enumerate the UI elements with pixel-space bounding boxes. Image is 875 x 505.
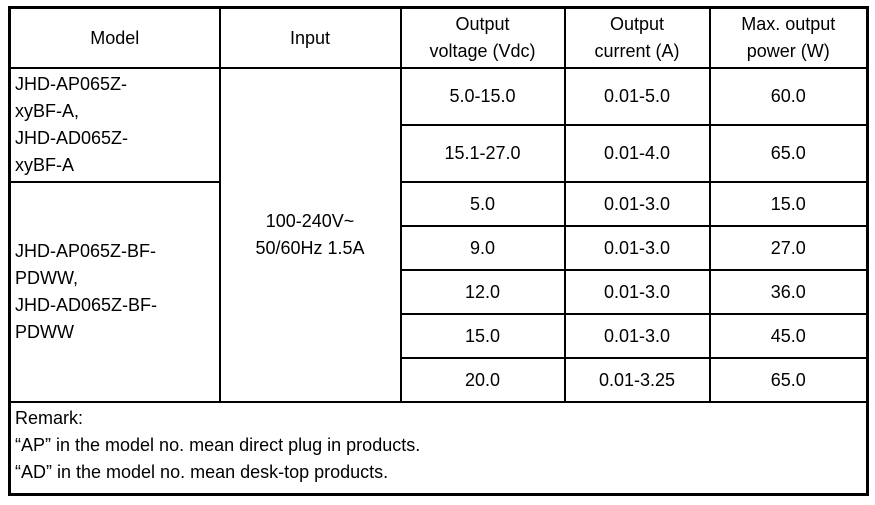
output-voltage-cell: 15.0 [399,313,566,359]
table-row: JHD-AP065Z-BF- PDWW, JHD-AD065Z-BF- PDWW… [8,181,869,403]
max-output-power-cell: 45.0 [708,313,869,359]
output-current-cell: 0.01-3.0 [563,181,711,227]
max-output-power-cell: 36.0 [708,269,869,315]
output-voltage-cell: 20.0 [399,357,566,403]
model-group-1: JHD-AP065Z- xyBF-A, JHD-AD065Z- xyBF-A [8,67,221,183]
max-output-power-cell: 65.0 [708,124,869,183]
remark-line-ad: “AD” in the model no. mean desk-top prod… [15,462,389,482]
output-current-cell: 0.01-3.0 [563,269,711,315]
output-voltage-cell: 15.1-27.0 [399,124,566,183]
remark-title: Remark: [15,408,84,428]
column-header-input: Input [218,6,402,69]
output-current-cell: 0.01-3.25 [563,357,711,403]
max-output-power-cell: 15.0 [708,181,869,227]
column-header-output-current: Output current (A) [563,6,711,69]
output-current-cell: 0.01-3.0 [563,313,711,359]
table-row: 9.0 0.01-3.0 27.0 [10,225,869,271]
max-output-power-cell: 60.0 [708,67,869,126]
max-output-power-cell: 27.0 [708,225,869,271]
output-voltage-cell: 12.0 [399,269,566,315]
output-voltage-cell: 5.0-15.0 [399,67,566,126]
model-group-2: JHD-AP065Z-BF- PDWW, JHD-AD065Z-BF- PDWW [8,181,221,403]
output-voltage-cell: 9.0 [399,225,566,271]
remark-row: Remark: “AP” in the model no. mean direc… [8,401,869,495]
table-row: JHD-AP065Z- xyBF-A, JHD-AD065Z- xyBF-A 1… [8,67,869,403]
table-row: 20.0 0.01-3.25 65.0 [10,357,869,403]
table-row: 15.1-27.0 0.01-4.0 65.0 [10,124,869,183]
output-current-cell: 0.01-4.0 [563,124,711,183]
column-header-output-voltage: Output voltage (Vdc) [399,6,566,69]
column-header-max-output-power: Max. output power (W) [708,6,869,69]
remark-line-ap: “AP” in the model no. mean direct plug i… [15,435,421,455]
table-row: 15.0 0.01-3.0 45.0 [10,313,869,359]
max-output-power-cell: 65.0 [708,357,869,403]
table-row: 12.0 0.01-3.0 36.0 [10,269,869,315]
column-header-model: Model [8,6,221,69]
output-voltage-cell: 5.0 [399,181,566,227]
input-value-cell: 100-240V~ 50/60Hz 1.5A [218,67,402,403]
header-row: Model Input Output voltage (Vdc) Output … [8,6,869,69]
spec-table: Model Input Output voltage (Vdc) Output … [8,6,869,496]
output-current-cell: 0.01-3.0 [563,225,711,271]
output-current-cell: 0.01-5.0 [563,67,711,126]
remark-cell: Remark: “AP” in the model no. mean direc… [8,401,869,495]
